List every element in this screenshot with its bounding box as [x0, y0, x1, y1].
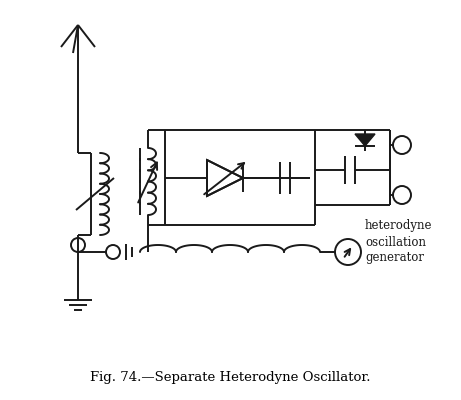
Text: Fig. 74.—Separate Heterodyne Oscillator.: Fig. 74.—Separate Heterodyne Oscillator. — [90, 372, 370, 384]
Polygon shape — [355, 134, 375, 146]
Text: heterodyne
oscillation
generator: heterodyne oscillation generator — [365, 220, 432, 264]
